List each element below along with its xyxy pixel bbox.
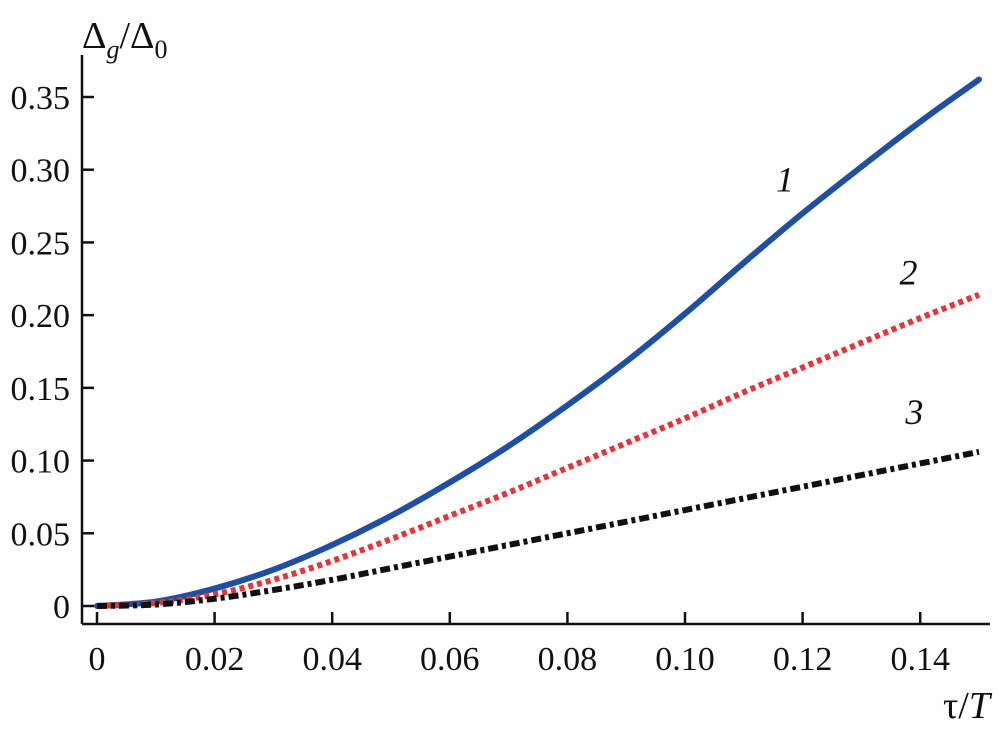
x-tick-label: 0.08 — [538, 641, 598, 678]
y-tick-label: 0.30 — [11, 153, 71, 190]
y-tick-label: 0.20 — [11, 298, 71, 335]
x-tick-label: 0.10 — [655, 641, 715, 678]
x-tick-label: 0.04 — [302, 641, 362, 678]
x-tick-label: 0.06 — [420, 641, 480, 678]
y-tick-label: 0.35 — [11, 80, 71, 117]
y-tick-label: 0.05 — [11, 516, 71, 553]
y-tick-label: 0 — [53, 589, 70, 626]
y-tick-label: 0.25 — [11, 225, 71, 262]
y-axis-label: Δg/Δ0 — [82, 15, 167, 64]
x-axis-label: τ/T — [943, 685, 993, 727]
y-ticks: 0 0.05 0.10 0.15 0.20 0.25 0.30 0.35 — [11, 80, 94, 626]
series-3-line — [96, 448, 980, 609]
x-ticks: 0 0.02 0.04 0.06 0.08 0.10 0.12 0.14 — [89, 612, 950, 678]
curve-label-3: 3 — [904, 392, 923, 432]
curve-labels: 1 2 3 — [776, 160, 923, 433]
x-tick-label: 0.14 — [890, 641, 950, 678]
x-tick-label: 0 — [89, 641, 106, 678]
series-2-line — [96, 291, 981, 609]
series-layer — [94, 76, 982, 609]
curve-label-1: 1 — [776, 160, 794, 200]
curve-label-2: 2 — [899, 253, 917, 293]
y-tick-label: 0.10 — [11, 444, 71, 481]
series-1-line — [94, 76, 982, 609]
axes — [80, 55, 990, 626]
y-tick-label: 0.15 — [11, 371, 71, 408]
x-tick-label: 0.12 — [773, 641, 833, 678]
x-tick-label: 0.02 — [185, 641, 245, 678]
